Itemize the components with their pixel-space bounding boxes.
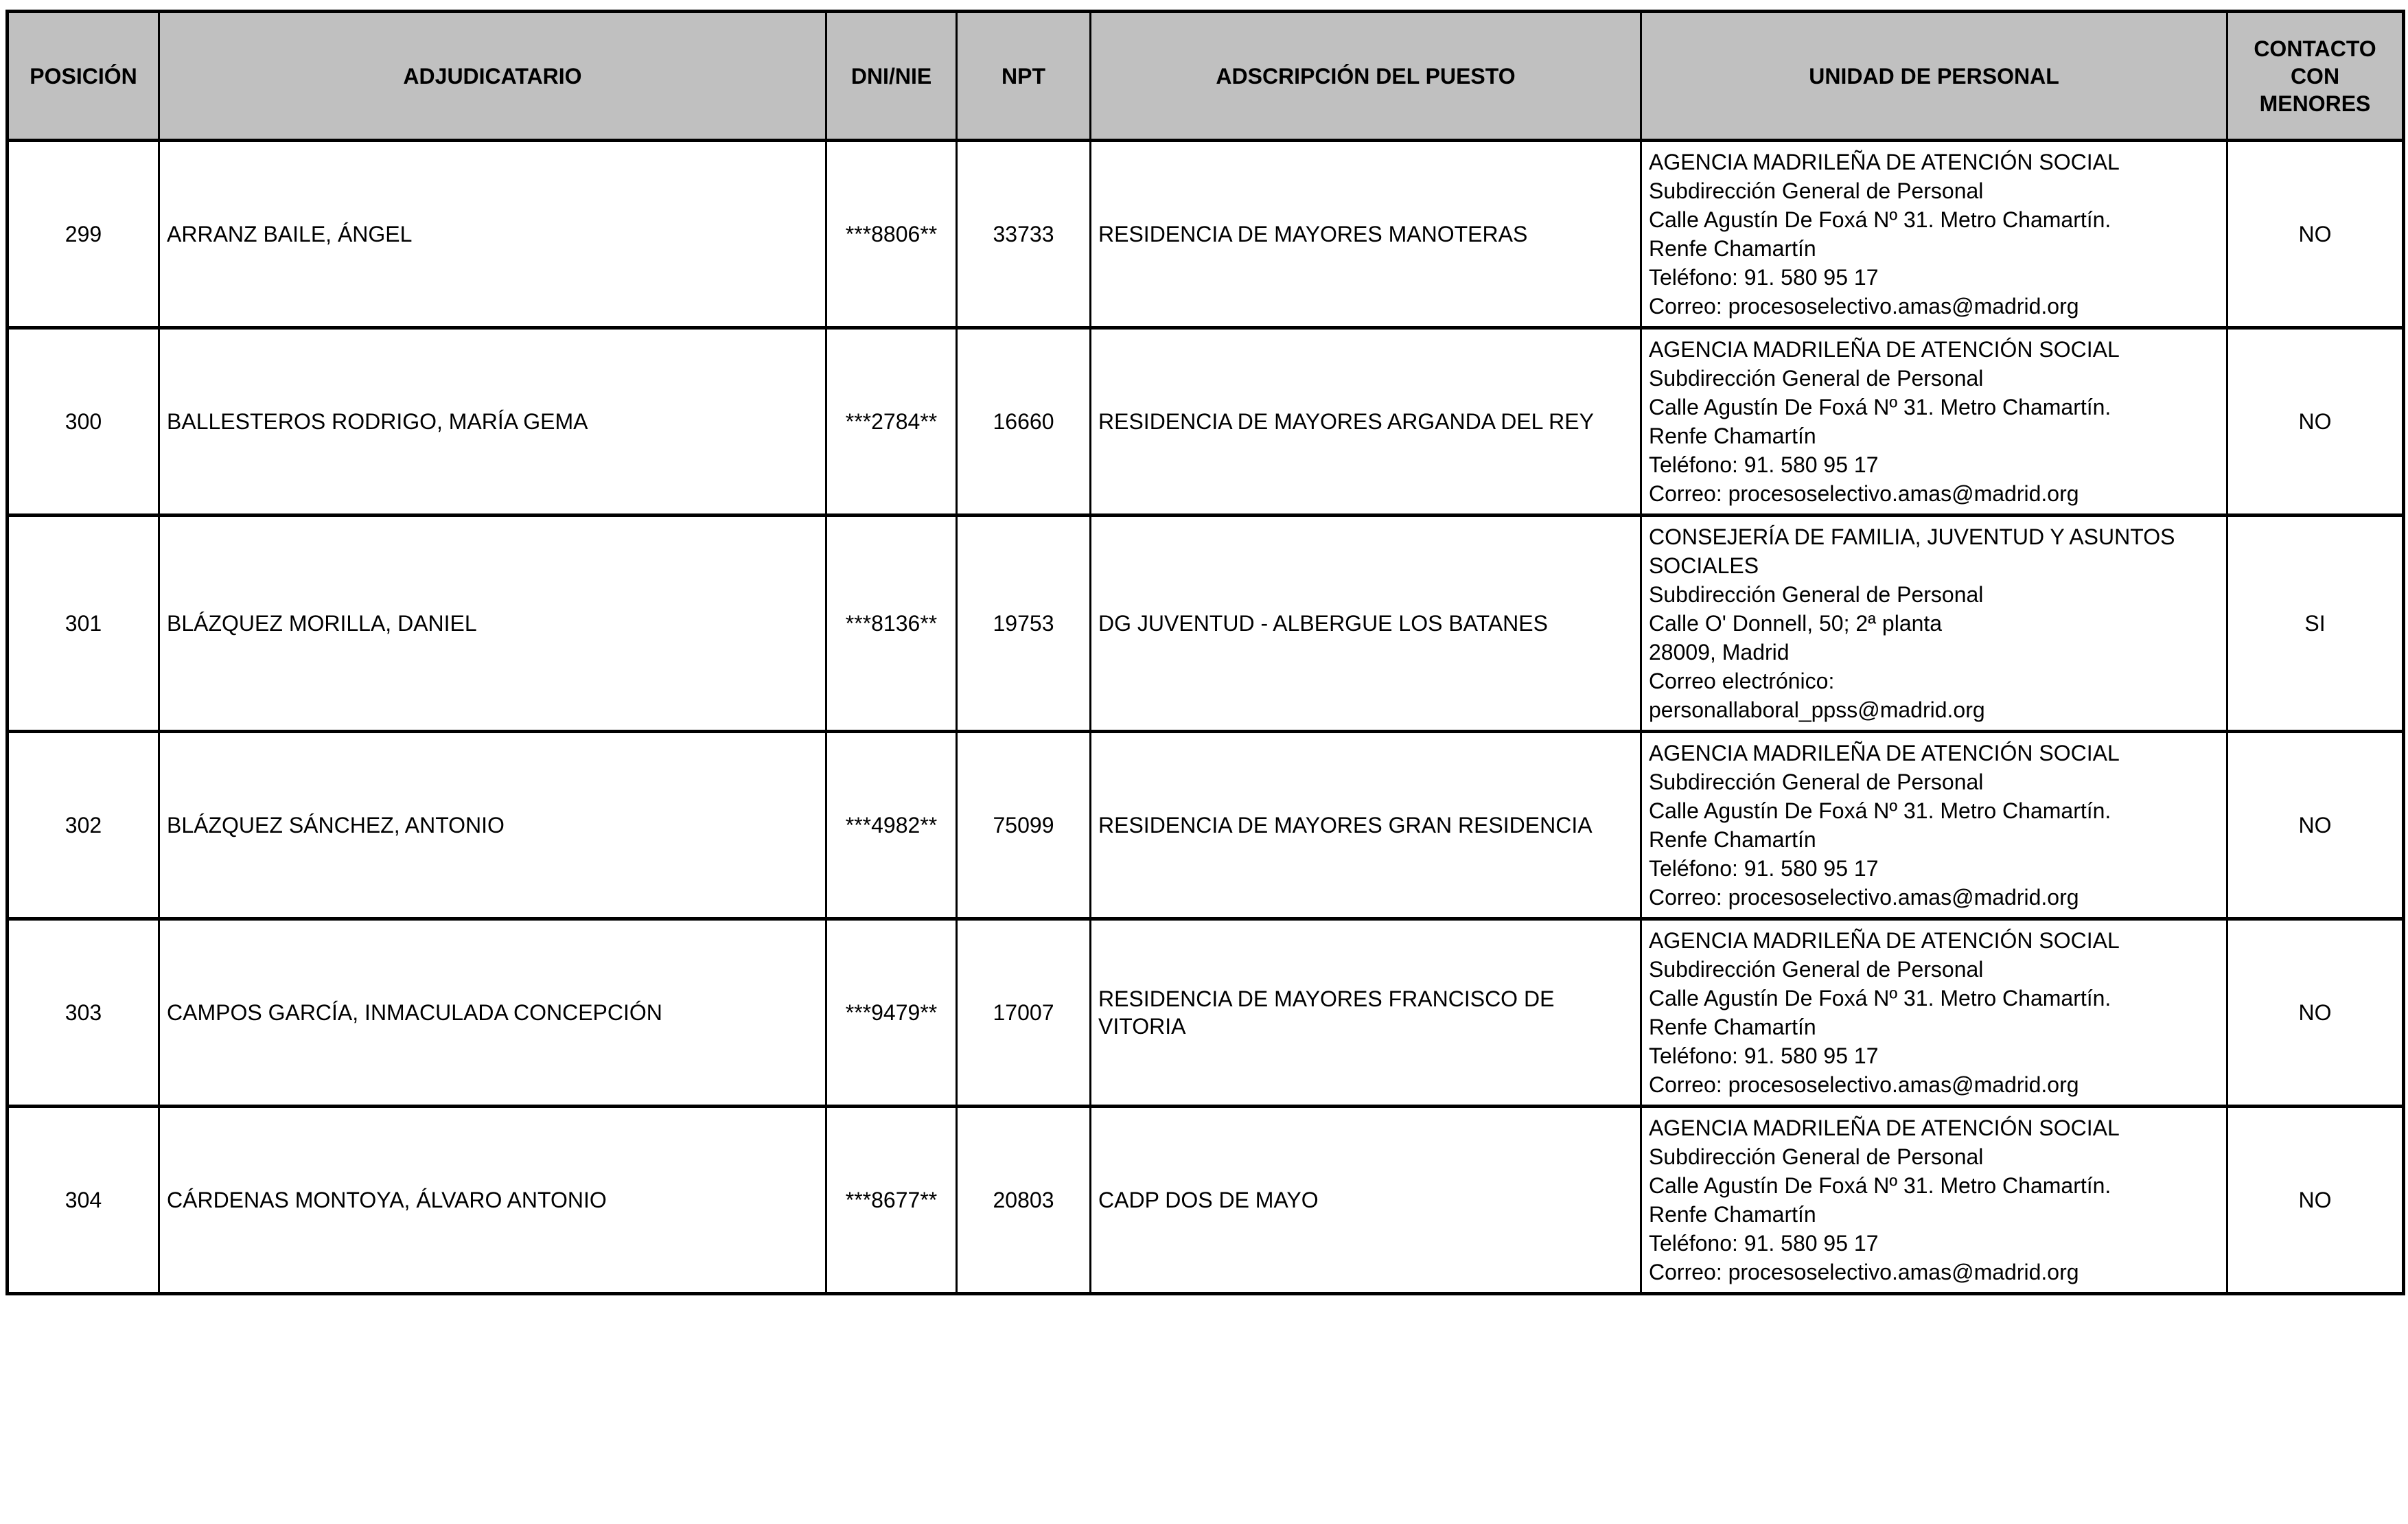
cell-contacto-menores: NO [2226,139,2405,330]
table-row: 299 ARRANZ BAILE, ÁNGEL ***8806** 33733 … [6,139,2405,330]
header-unidad: UNIDAD DE PERSONAL [1640,10,2228,142]
table-row: 303 CAMPOS GARCÍA, INMACULADA CONCEPCIÓN… [6,917,2405,1108]
header-adjudicatario: ADJUDICATARIO [158,10,827,142]
cell-adscripcion: RESIDENCIA DE MAYORES ARGANDA DEL REY [1089,326,1642,517]
cell-adscripcion: RESIDENCIA DE MAYORES GRAN RESIDENCIA [1089,730,1642,921]
cell-npt: 33733 [956,139,1091,330]
table-header: POSICIÓN ADJUDICATARIO DNI/NIE NPT ADSCR… [6,10,2405,142]
cell-posicion: 299 [6,139,160,330]
cell-unidad-personal: AGENCIA MADRILEÑA DE ATENCIÓN SOCIAL Sub… [1640,730,2228,921]
cell-dni-nie: ***9479** [825,917,958,1108]
header-posicion: POSICIÓN [6,10,160,142]
cell-adjudicatario: CAMPOS GARCÍA, INMACULADA CONCEPCIÓN [158,917,827,1108]
cell-adjudicatario: ARRANZ BAILE, ÁNGEL [158,139,827,330]
cell-adscripcion: RESIDENCIA DE MAYORES MANOTERAS [1089,139,1642,330]
header-row: POSICIÓN ADJUDICATARIO DNI/NIE NPT ADSCR… [6,10,2405,142]
cell-contacto-menores: NO [2226,917,2405,1108]
cell-posicion: 300 [6,326,160,517]
table-row: 302 BLÁZQUEZ SÁNCHEZ, ANTONIO ***4982** … [6,730,2405,921]
cell-posicion: 301 [6,513,160,733]
cell-unidad-personal: AGENCIA MADRILEÑA DE ATENCIÓN SOCIAL Sub… [1640,917,2228,1108]
cell-dni-nie: ***8136** [825,513,958,733]
cell-adscripcion: CADP DOS DE MAYO [1089,1105,1642,1295]
cell-npt: 19753 [956,513,1091,733]
cell-unidad-personal: CONSEJERÍA DE FAMILIA, JUVENTUD Y ASUNTO… [1640,513,2228,733]
cell-unidad-personal: AGENCIA MADRILEÑA DE ATENCIÓN SOCIAL Sub… [1640,1105,2228,1295]
cell-contacto-menores: NO [2226,326,2405,517]
table-row: 301 BLÁZQUEZ MORILLA, DANIEL ***8136** 1… [6,513,2405,733]
cell-adjudicatario: CÁRDENAS MONTOYA, ÁLVARO ANTONIO [158,1105,827,1295]
cell-npt: 75099 [956,730,1091,921]
cell-unidad-personal: AGENCIA MADRILEÑA DE ATENCIÓN SOCIAL Sub… [1640,139,2228,330]
table-body: 299 ARRANZ BAILE, ÁNGEL ***8806** 33733 … [6,139,2405,1295]
adjudication-table: POSICIÓN ADJUDICATARIO DNI/NIE NPT ADSCR… [5,10,2405,1295]
header-dni-nie: DNI/NIE [825,10,958,142]
cell-unidad-personal: AGENCIA MADRILEÑA DE ATENCIÓN SOCIAL Sub… [1640,326,2228,517]
cell-adscripcion: RESIDENCIA DE MAYORES FRANCISCO DE VITOR… [1089,917,1642,1108]
cell-adjudicatario: BLÁZQUEZ SÁNCHEZ, ANTONIO [158,730,827,921]
cell-npt: 16660 [956,326,1091,517]
cell-dni-nie: ***8677** [825,1105,958,1295]
header-npt: NPT [956,10,1091,142]
cell-posicion: 304 [6,1105,160,1295]
table-row: 300 BALLESTEROS RODRIGO, MARÍA GEMA ***2… [6,326,2405,517]
cell-contacto-menores: SI [2226,513,2405,733]
table-row: 304 CÁRDENAS MONTOYA, ÁLVARO ANTONIO ***… [6,1105,2405,1295]
cell-adjudicatario: BLÁZQUEZ MORILLA, DANIEL [158,513,827,733]
cell-contacto-menores: NO [2226,730,2405,921]
cell-contacto-menores: NO [2226,1105,2405,1295]
cell-dni-nie: ***2784** [825,326,958,517]
cell-dni-nie: ***4982** [825,730,958,921]
header-adscripcion: ADSCRIPCIÓN DEL PUESTO [1089,10,1642,142]
cell-npt: 17007 [956,917,1091,1108]
cell-dni-nie: ***8806** [825,139,958,330]
cell-npt: 20803 [956,1105,1091,1295]
cell-adscripcion: DG JUVENTUD - ALBERGUE LOS BATANES [1089,513,1642,733]
header-contacto-menores: CONTACTO CON MENORES [2226,10,2405,142]
cell-adjudicatario: BALLESTEROS RODRIGO, MARÍA GEMA [158,326,827,517]
cell-posicion: 303 [6,917,160,1108]
cell-posicion: 302 [6,730,160,921]
